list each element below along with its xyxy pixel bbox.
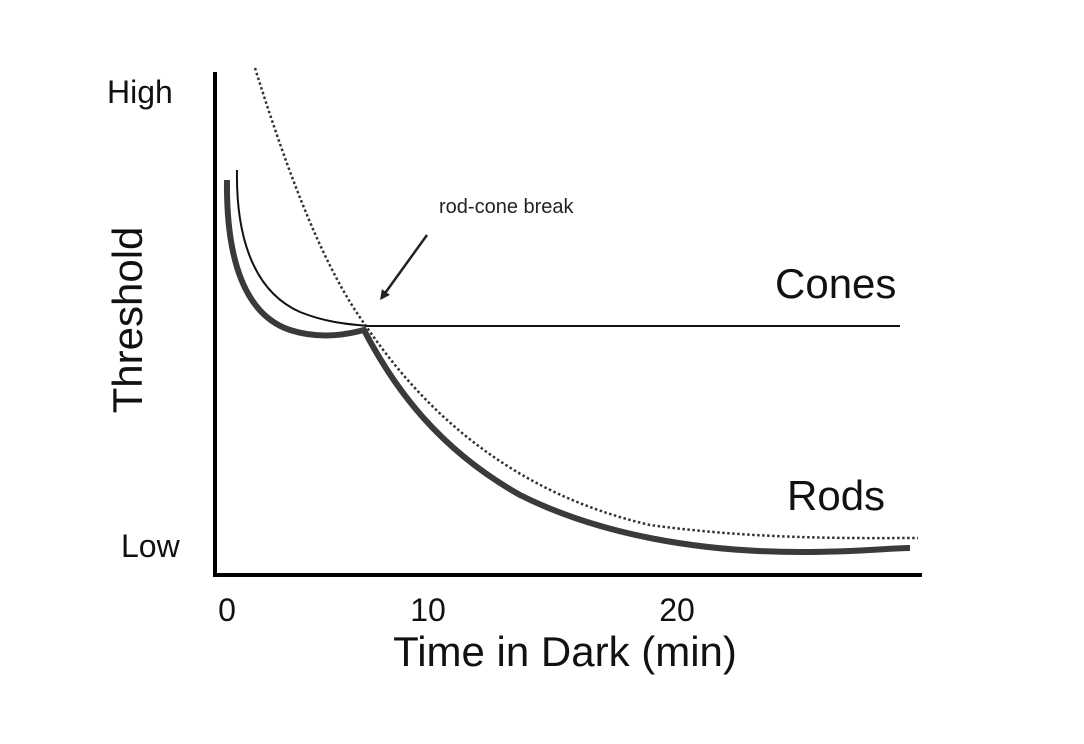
- cones-curve: [235, 169, 900, 327]
- x-tick-20: 20: [659, 592, 695, 628]
- rods-dotted-curve: [253, 67, 919, 540]
- combined-threshold-curve: [223, 179, 911, 556]
- rod-cone-break-arrow: [380, 234, 429, 301]
- y-tick-low: Low: [121, 528, 180, 564]
- cones-series-label: Cones: [775, 260, 897, 307]
- x-tick-10: 10: [410, 592, 446, 628]
- x-axis-title: Time in Dark (min): [393, 628, 737, 675]
- y-axis-title: Threshold: [104, 226, 151, 414]
- rod-cone-break-label: rod-cone break: [439, 196, 574, 218]
- y-tick-high: High: [107, 74, 173, 110]
- rods-series-label: Rods: [787, 472, 886, 519]
- x-tick-0: 0: [218, 592, 236, 628]
